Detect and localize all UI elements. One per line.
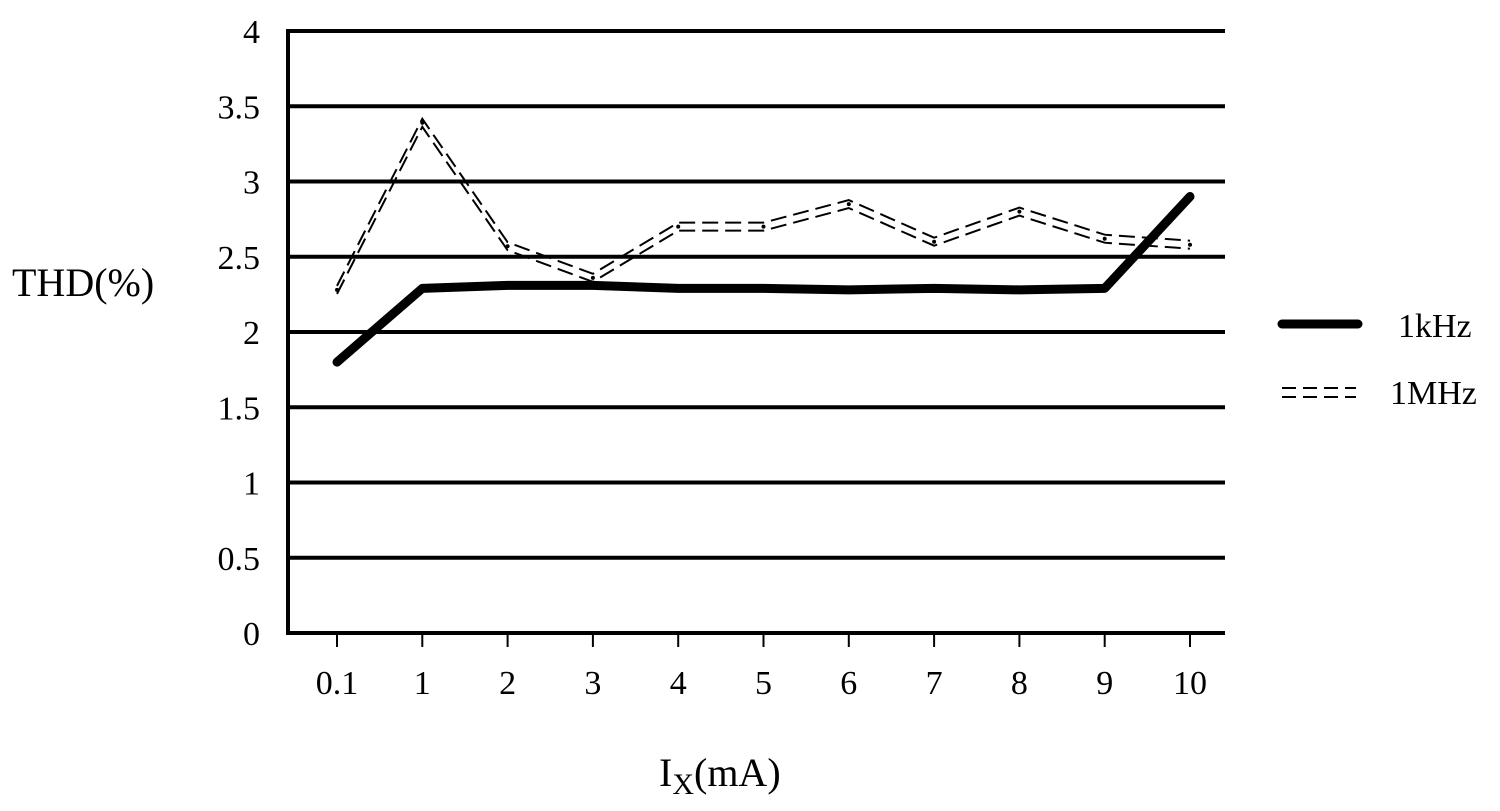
legend-label-1mhz: 1MHz [1390, 375, 1477, 412]
data-point-1mhz-0.1 [335, 287, 339, 292]
x-tick-labels: 0.1 1 2 3 4 5 6 7 8 9 10 [316, 633, 1207, 702]
data-point-1mhz-9 [1102, 236, 1107, 241]
series-lines [332, 116, 1195, 367]
x-tick-label: 9 [1096, 665, 1113, 702]
series-line-1mhz [336, 116, 1191, 295]
x-tick-label: 0.1 [316, 665, 359, 702]
x-axis-title-subscript: X [672, 768, 694, 801]
data-point-1khz-5 [761, 286, 766, 291]
x-tick-label: 8 [1011, 665, 1028, 702]
y-tick-label: 0.5 [218, 541, 261, 578]
x-tick-label: 3 [584, 665, 601, 702]
y-tick-label: 3 [243, 165, 260, 202]
data-point-1mhz-1 [420, 120, 425, 125]
gridlines [288, 29, 1225, 560]
axes [286, 29, 1225, 635]
x-axis-title-main: I [659, 750, 672, 795]
data-point-1mhz-6 [846, 202, 851, 207]
x-tick-label: 10 [1173, 665, 1207, 702]
y-axis-title: THD(%) [12, 260, 154, 305]
y-tick-labels: 0 0.5 1 1.5 2 2.5 3 3.5 4 [218, 14, 261, 653]
y-tick-label: 2 [243, 315, 260, 352]
data-point-1mhz-5 [761, 224, 766, 229]
series-line-1mhz-stroke-1 [336, 116, 1191, 287]
data-point-1khz-6 [846, 287, 851, 292]
y-tick-label: 4 [243, 14, 260, 51]
y-tick-label: 3.5 [218, 89, 261, 126]
legend: 1kHz 1MHz [1277, 308, 1477, 412]
data-point-1mhz-4 [676, 224, 681, 229]
x-axis-title-unit: (mA) [694, 750, 781, 795]
data-point-1mhz-3 [590, 275, 595, 280]
y-tick-label: 2.5 [218, 240, 261, 277]
data-point-1khz-3 [590, 283, 595, 288]
data-point-1khz-10 [1188, 194, 1192, 199]
x-tick-label: 5 [755, 665, 772, 702]
y-tick-label: 1.5 [218, 390, 261, 427]
legend-swatch-1mhz [1282, 387, 1356, 398]
data-point-1mhz-7 [932, 239, 937, 244]
data-point-1mhz-8 [1017, 209, 1022, 214]
data-point-1mhz-2 [505, 244, 510, 249]
data-point-1khz-1 [420, 286, 425, 291]
data-point-1khz-2 [505, 283, 510, 288]
x-tick-label: 6 [840, 665, 857, 702]
y-tick-label: 0 [243, 616, 260, 653]
data-point-1khz-8 [1017, 287, 1022, 292]
series-line-1mhz-stroke-2 [336, 124, 1191, 295]
x-tick-label: 4 [670, 665, 687, 702]
y-tick-label: 1 [243, 466, 260, 503]
data-point-1khz-7 [932, 286, 937, 291]
x-axis-title: IX(mA) [659, 750, 781, 801]
data-point-1khz-9 [1102, 286, 1107, 291]
x-tick-label: 2 [499, 665, 516, 702]
data-point-1mhz-10 [1188, 242, 1192, 247]
x-tick-label: 1 [414, 665, 431, 702]
data-point-1khz-0.1 [335, 360, 339, 365]
x-tick-label: 7 [926, 665, 943, 702]
legend-label-1khz: 1kHz [1398, 308, 1472, 345]
data-point-1khz-4 [676, 286, 681, 291]
